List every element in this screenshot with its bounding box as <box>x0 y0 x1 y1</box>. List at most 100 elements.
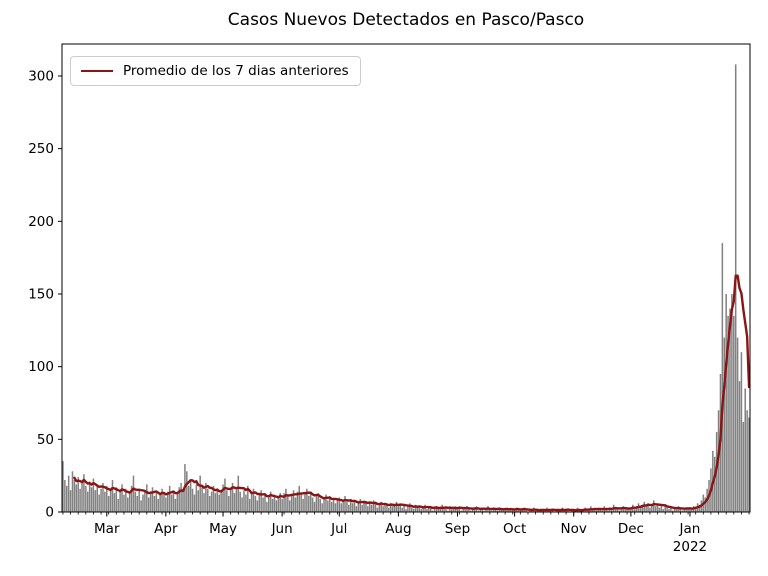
daily-cases-bar <box>363 500 365 512</box>
daily-cases-bar <box>548 510 550 512</box>
daily-cases-bar <box>660 504 663 512</box>
daily-cases-bar <box>652 500 655 512</box>
daily-cases-bar <box>593 509 596 512</box>
daily-cases-bar <box>389 503 392 512</box>
daily-cases-bar <box>740 352 743 512</box>
daily-cases-bar <box>664 506 666 512</box>
daily-cases-bar <box>147 497 150 512</box>
daily-cases-bar <box>668 509 670 512</box>
daily-cases-bar <box>426 509 428 512</box>
daily-cases-bar <box>504 509 506 512</box>
daily-cases-bar <box>258 494 261 512</box>
daily-cases-bar <box>266 501 268 512</box>
daily-cases-bar <box>229 488 232 512</box>
daily-cases-bar <box>620 509 623 512</box>
daily-cases-bar <box>595 510 598 512</box>
daily-cases-bar <box>374 503 377 512</box>
daily-cases-bar <box>330 501 333 512</box>
daily-cases-bar <box>656 503 659 512</box>
daily-cases-bar <box>106 485 108 512</box>
daily-cases-bar <box>460 510 463 512</box>
daily-cases-bar <box>456 509 459 512</box>
daily-cases-bar <box>418 506 421 512</box>
daily-cases-bar <box>313 501 316 512</box>
daily-cases-bar <box>624 509 626 512</box>
daily-cases-bar <box>447 510 449 512</box>
daily-cases-bar <box>744 388 746 512</box>
daily-cases-bar <box>332 498 335 512</box>
daily-cases-bar <box>226 490 228 512</box>
daily-cases-bar <box>315 496 318 512</box>
daily-cases-bar <box>723 337 726 512</box>
daily-cases-bar <box>161 488 163 512</box>
daily-cases-bar <box>117 498 119 512</box>
daily-cases-bar <box>540 510 543 512</box>
daily-cases-bar <box>86 491 89 512</box>
daily-cases-bar <box>182 490 184 512</box>
daily-cases-bar <box>233 493 236 512</box>
daily-cases-bar <box>149 493 152 512</box>
x-tick-label: Dec <box>618 521 644 537</box>
daily-cases-bar <box>731 293 733 512</box>
daily-cases-bar <box>136 496 139 512</box>
daily-cases-bar <box>344 496 346 512</box>
daily-cases-bar <box>243 490 245 512</box>
daily-cases-bar <box>130 485 133 512</box>
daily-cases-bar <box>479 509 482 512</box>
daily-cases-bar <box>630 507 632 512</box>
x-tick-year-label: 2022 <box>673 539 707 555</box>
daily-cases-bar <box>618 510 621 512</box>
daily-cases-bar <box>109 490 112 512</box>
daily-cases-bar <box>311 497 314 512</box>
daily-cases-bar <box>458 506 461 512</box>
daily-cases-bar <box>519 510 522 512</box>
x-tick-label: Jul <box>330 521 347 537</box>
daily-cases-bar <box>633 509 636 512</box>
daily-cases-bar <box>119 491 121 512</box>
daily-cases-bar <box>167 491 169 512</box>
daily-cases-bar <box>485 509 487 512</box>
daily-cases-bar <box>193 494 196 512</box>
daily-cases-bar <box>214 493 217 512</box>
daily-cases-bar <box>651 504 653 512</box>
daily-cases-bar <box>517 509 520 512</box>
daily-cases-bar <box>304 493 306 512</box>
daily-cases-bar <box>140 500 142 512</box>
daily-cases-bar <box>578 510 581 512</box>
daily-cases-bar <box>391 506 394 512</box>
daily-cases-bar <box>302 498 304 512</box>
daily-cases-bar <box>689 507 691 512</box>
daily-cases-bar <box>641 504 644 512</box>
daily-cases-bar <box>628 509 630 512</box>
daily-cases-bar <box>212 485 215 512</box>
daily-cases-bar <box>306 488 308 512</box>
daily-cases-bar <box>277 497 280 512</box>
daily-cases-bar <box>424 504 426 512</box>
daily-cases-bar <box>435 506 438 512</box>
daily-cases-bar <box>353 500 356 512</box>
daily-cases-bar <box>378 504 381 512</box>
daily-cases-bar <box>262 497 264 512</box>
daily-cases-bar <box>746 410 748 512</box>
daily-cases-bar <box>727 315 729 512</box>
daily-cases-bar <box>639 507 642 512</box>
daily-cases-bar <box>98 494 100 512</box>
daily-cases-bar <box>736 337 739 512</box>
daily-cases-bar <box>513 510 516 512</box>
daily-cases-bar <box>319 498 321 512</box>
daily-cases-bar <box>85 485 87 512</box>
daily-cases-bar <box>64 480 66 512</box>
daily-cases-bar <box>283 493 285 512</box>
daily-cases-bar <box>342 500 344 512</box>
daily-cases-bar <box>142 494 144 512</box>
daily-cases-bar <box>100 488 102 512</box>
daily-cases-bar <box>428 506 430 512</box>
daily-cases-bar <box>694 507 697 512</box>
daily-cases-bar <box>325 494 327 512</box>
daily-cases-bar <box>309 491 312 512</box>
x-tick-label: Sep <box>445 521 470 537</box>
daily-cases-bar <box>525 510 527 512</box>
daily-cases-bar <box>231 482 234 512</box>
x-tick-label: Apr <box>154 521 178 537</box>
